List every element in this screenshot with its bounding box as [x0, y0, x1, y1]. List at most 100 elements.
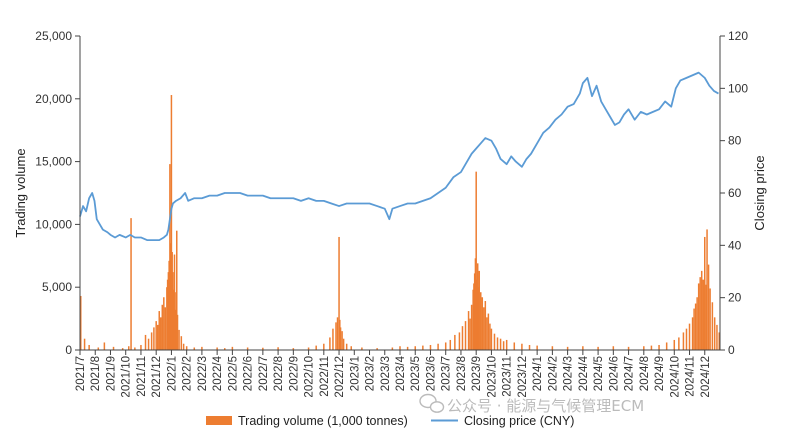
volume-bar — [178, 329, 180, 350]
right-axis-title: Closing price — [752, 155, 767, 230]
x-tick-label: 2023/7 — [441, 356, 453, 391]
volume-bar — [246, 347, 249, 350]
volume-bar — [83, 338, 86, 350]
volume-bar — [292, 348, 295, 350]
volume-bar — [464, 321, 467, 350]
volume-bar — [170, 95, 173, 350]
volume-bar — [693, 308, 695, 350]
volume-bar — [329, 337, 331, 350]
x-tick-label: 2022/3 — [197, 356, 209, 391]
volume-bar — [707, 264, 710, 350]
x-tick-label: 2022/2 — [182, 356, 194, 391]
legend: Trading volume (1,000 tonnes) Closing pr… — [206, 414, 574, 428]
volume-bar — [458, 332, 461, 350]
volume-bar — [551, 346, 554, 350]
left-tick-label: 5,000 — [42, 280, 72, 294]
volume-bar — [716, 324, 718, 350]
volume-bar — [150, 332, 153, 350]
left-tick-label: 20,000 — [35, 92, 72, 106]
volume-bar — [323, 343, 325, 350]
x-tick-label: 2022/6 — [243, 356, 255, 391]
x-tick-label: 2024/8 — [639, 356, 651, 391]
volume-bar — [658, 344, 660, 350]
x-tick-label: 2022/1 — [166, 356, 178, 391]
volume-bar — [160, 317, 162, 350]
volume-bar — [391, 347, 394, 350]
volume-bar — [345, 343, 348, 350]
x-tick-label: 2023/11 — [502, 356, 514, 397]
volume-bar — [449, 339, 452, 350]
x-tick-label: 2021/8 — [90, 356, 102, 391]
volume-bar — [224, 348, 226, 350]
volume-bar — [444, 342, 447, 350]
volume-bar — [700, 270, 703, 350]
volume-bar — [399, 346, 401, 350]
volume-bar — [473, 283, 475, 350]
x-tick-label: 2023/8 — [456, 356, 468, 391]
volume-bar — [704, 236, 706, 350]
volume-bar — [103, 342, 106, 350]
volume-bar — [474, 258, 477, 350]
x-tick-label: 2024/6 — [608, 356, 620, 391]
x-tick-label: 2021/10 — [121, 356, 133, 398]
volume-bar — [499, 338, 502, 350]
volume-bar — [478, 270, 480, 350]
volume-bar — [193, 347, 196, 350]
volume-bar — [166, 279, 169, 350]
right-tick-label: 20 — [728, 291, 742, 305]
volume-bar — [140, 344, 142, 350]
volume-bar — [691, 317, 694, 350]
x-tick-label: 2024/5 — [593, 356, 605, 391]
volume-bar — [480, 292, 482, 350]
volume-bar — [262, 347, 264, 350]
x-tick-label: 2024/11 — [685, 356, 697, 397]
left-tick-label: 25,000 — [35, 29, 72, 43]
x-tick-label: 2022/5 — [227, 356, 239, 391]
volume-bar — [172, 289, 175, 350]
right-tick-label: 100 — [728, 81, 748, 95]
volume-bar — [429, 344, 432, 350]
volume-bar — [650, 345, 653, 350]
volume-bar — [711, 302, 714, 350]
volume-bar — [339, 327, 342, 350]
volume-bar — [332, 328, 334, 350]
right-tick-label: 60 — [728, 186, 742, 200]
left-tick-label: 0 — [65, 343, 72, 357]
volume-bar — [171, 252, 173, 350]
volume-bar — [376, 348, 378, 350]
volume-bar — [169, 243, 172, 350]
right-axis-ticks: 0 20 40 60 80 100 120 — [720, 29, 748, 357]
volume-bar — [513, 342, 516, 350]
x-tick-label: 2023/4 — [395, 355, 407, 391]
x-axis-ticks: 2021/7 2021/8 2021/9 2021/10 2021/11 2021/12 2… — [75, 350, 712, 398]
volume-bar — [696, 297, 698, 350]
volume-bar — [175, 292, 177, 350]
volume-bar — [121, 348, 124, 350]
volume-bar — [112, 346, 115, 350]
volume-bar — [477, 287, 480, 350]
legend-price-label: Closing price (CNY) — [464, 414, 574, 428]
x-tick-label: 2024/12 — [700, 356, 712, 398]
x-tick-label: 2022/12 — [334, 356, 346, 398]
volume-bar — [339, 319, 341, 350]
volume-bar — [709, 288, 711, 350]
x-tick-label: 2021/12 — [151, 356, 163, 398]
volume-bar — [496, 337, 499, 350]
x-tick-label: 2023/10 — [486, 356, 498, 398]
volume-bar — [201, 346, 203, 350]
x-tick-label: 2022/8 — [273, 356, 285, 391]
wechat-icon — [419, 393, 445, 413]
volume-bar — [173, 254, 176, 350]
volume-bar — [566, 346, 569, 350]
x-tick-label: 2024/10 — [669, 356, 681, 398]
watermark: 公众号 · 能源与气候管理ECM — [419, 393, 644, 415]
volume-bar — [582, 346, 584, 350]
price-line-layer — [79, 71, 719, 241]
volume-bar — [277, 347, 279, 350]
volume-bar — [718, 332, 720, 350]
x-tick-label: 2024/9 — [654, 356, 666, 391]
volume-bar — [168, 260, 170, 350]
volume-bar — [158, 311, 160, 350]
price-line — [79, 71, 719, 241]
